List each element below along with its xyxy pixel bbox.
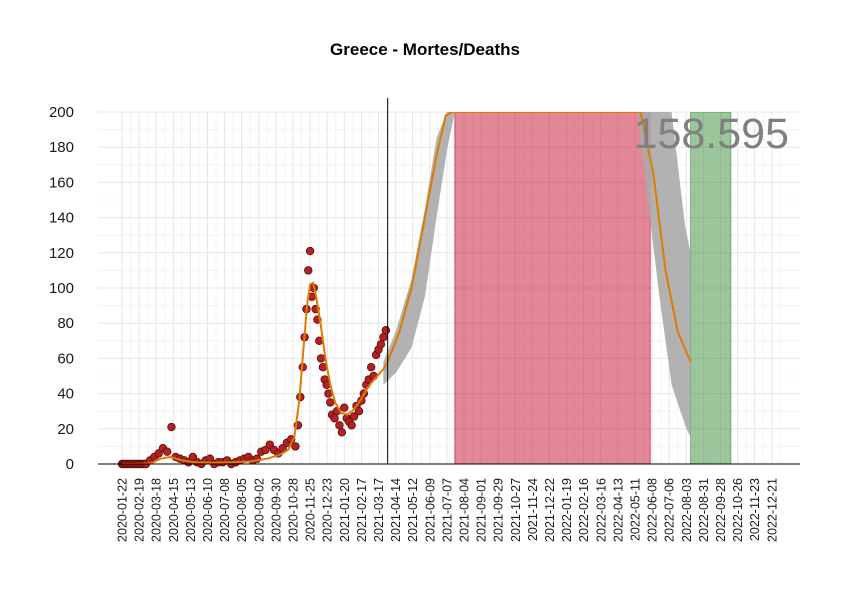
x-tick-label: 2022-01-19 <box>560 478 574 542</box>
x-tick-label: 2022-11-23 <box>748 478 762 541</box>
smoothed-curve-line <box>122 112 692 464</box>
data-point <box>366 363 376 372</box>
x-tick-label: 2022-09-28 <box>714 478 728 542</box>
total-annotation: 158.595 <box>634 110 789 158</box>
x-tick-label: 2020-06-10 <box>201 478 215 542</box>
y-tick-label: 80 <box>57 315 74 332</box>
x-tick-label: 2021-10-27 <box>509 478 523 542</box>
y-tick-label: 200 <box>49 104 74 121</box>
x-tick-label: 2020-08-05 <box>235 478 249 542</box>
x-tick-label: 2021-09-29 <box>492 478 506 542</box>
shaded-region-0 <box>454 112 651 464</box>
data-point <box>340 403 349 412</box>
x-tick-label: 2021-08-04 <box>458 478 472 542</box>
shaded-region-1 <box>690 112 732 464</box>
data-point <box>304 266 313 275</box>
data-point <box>349 412 359 421</box>
data-point <box>354 407 364 416</box>
y-tick-label: 180 <box>49 139 74 156</box>
projection-band-area <box>383 112 691 438</box>
data-point <box>326 398 335 407</box>
x-tick-label: 2021-06-09 <box>423 478 437 542</box>
y-tick-label: 60 <box>57 350 74 367</box>
projection-band <box>383 112 691 438</box>
x-tick-label: 2022-12-21 <box>765 478 779 542</box>
x-tick-label: 2022-10-26 <box>731 478 745 542</box>
x-tick-label: 2020-03-18 <box>150 478 164 542</box>
x-tick-label: 2022-04-13 <box>611 478 625 542</box>
data-point <box>162 447 172 456</box>
data-point <box>291 442 300 451</box>
x-tick-label: 2022-08-31 <box>697 478 711 542</box>
x-tick-label: 2021-07-07 <box>440 478 454 542</box>
shaded-regions <box>454 112 732 464</box>
x-tick-label: 2021-02-17 <box>355 478 369 542</box>
x-tick-label: 2021-03-17 <box>372 478 386 542</box>
x-tick-label: 2020-11-25 <box>304 478 318 541</box>
axes <box>98 98 800 465</box>
data-point <box>167 422 176 432</box>
x-tick-label: 2022-02-16 <box>577 478 591 542</box>
x-tick-label: 2020-02-19 <box>133 478 147 542</box>
y-tick-labels: 0 20 40 60 80 100 120 140 160 180 200 <box>49 104 74 473</box>
x-tick-label: 2021-01-20 <box>338 478 352 542</box>
data-point <box>376 340 386 349</box>
x-tick-label: 2020-05-13 <box>184 478 198 542</box>
x-tick-label: 2022-07-06 <box>663 478 677 542</box>
data-point <box>337 428 347 437</box>
y-tick-label: 20 <box>57 421 74 438</box>
smoothed-curve <box>122 112 692 464</box>
data-point <box>335 421 344 430</box>
data-point <box>330 414 339 423</box>
y-tick-label: 0 <box>66 456 74 473</box>
x-tick-label: 2021-12-22 <box>543 478 557 542</box>
x-tick-label: 2022-08-03 <box>680 478 694 542</box>
data-point <box>316 354 326 363</box>
x-tick-label: 2020-01-22 <box>116 478 130 542</box>
x-tick-label: 2020-09-30 <box>269 478 283 542</box>
x-tick-label: 2020-09-02 <box>252 478 266 542</box>
data-point <box>379 333 388 342</box>
x-tick-label: 2020-10-28 <box>287 478 301 542</box>
x-tick-label: 2021-11-24 <box>526 478 540 541</box>
daily-points <box>117 246 391 469</box>
x-tick-label: 2020-07-08 <box>218 478 232 542</box>
x-tick-labels: 2020-01-22 2020-02-19 2020-03-18 2020-04-15… <box>116 478 780 542</box>
chart-title: Greece - Mortes/Deaths <box>330 40 520 59</box>
data-point <box>347 421 356 430</box>
y-tick-label: 120 <box>49 245 74 262</box>
y-tick-label: 140 <box>49 210 74 227</box>
data-point <box>381 326 391 335</box>
x-tick-label: 2021-05-12 <box>406 478 420 542</box>
x-tick-label: 2020-12-23 <box>321 478 335 542</box>
y-tick-label: 160 <box>49 174 74 191</box>
data-point <box>305 246 315 256</box>
x-tick-label: 2020-04-15 <box>167 478 181 542</box>
x-tick-label: 2021-04-14 <box>389 478 403 542</box>
x-tick-label: 2022-05-11 <box>629 478 643 541</box>
y-tick-label: 100 <box>49 280 74 297</box>
y-tick-label: 40 <box>57 386 74 403</box>
x-tick-label: 2022-03-16 <box>594 478 608 542</box>
x-tick-label: 2022-06-08 <box>646 478 660 542</box>
x-tick-label: 2021-09-01 <box>475 478 489 542</box>
